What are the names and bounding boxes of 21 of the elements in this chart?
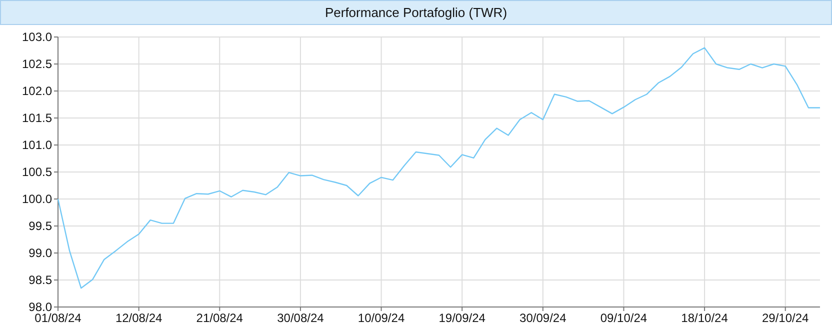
x-tick-label: 21/08/24 <box>196 311 244 325</box>
y-tick-label: 100.0 <box>22 192 52 206</box>
y-tick-label: 101.0 <box>22 138 52 152</box>
y-tick-label: 102.5 <box>22 57 52 72</box>
chart-title: Performance Portafoglio (TWR) <box>324 5 508 20</box>
x-tick-label: 10/09/24 <box>358 311 405 325</box>
x-tick-label: 09/10/24 <box>600 311 648 325</box>
y-tick-label: 99.5 <box>28 219 52 234</box>
y-tick-label: 102.0 <box>22 84 52 98</box>
y-tick-label: 101.5 <box>22 111 52 126</box>
x-tick-label: 30/09/24 <box>520 311 567 325</box>
y-tick-label: 103.0 <box>22 30 52 44</box>
x-tick-label: 30/08/24 <box>277 311 324 325</box>
x-tick-label: 12/08/24 <box>115 311 162 325</box>
x-tick-label: 19/09/24 <box>438 311 486 325</box>
line-series <box>57 47 821 289</box>
y-tick-label: 98.5 <box>28 273 52 288</box>
y-tick-label: 99.0 <box>28 246 52 260</box>
y-tick-label: 100.5 <box>22 165 52 180</box>
x-tick-label: 29/10/24 <box>762 311 810 325</box>
x-tick-label: 18/10/24 <box>681 311 728 325</box>
